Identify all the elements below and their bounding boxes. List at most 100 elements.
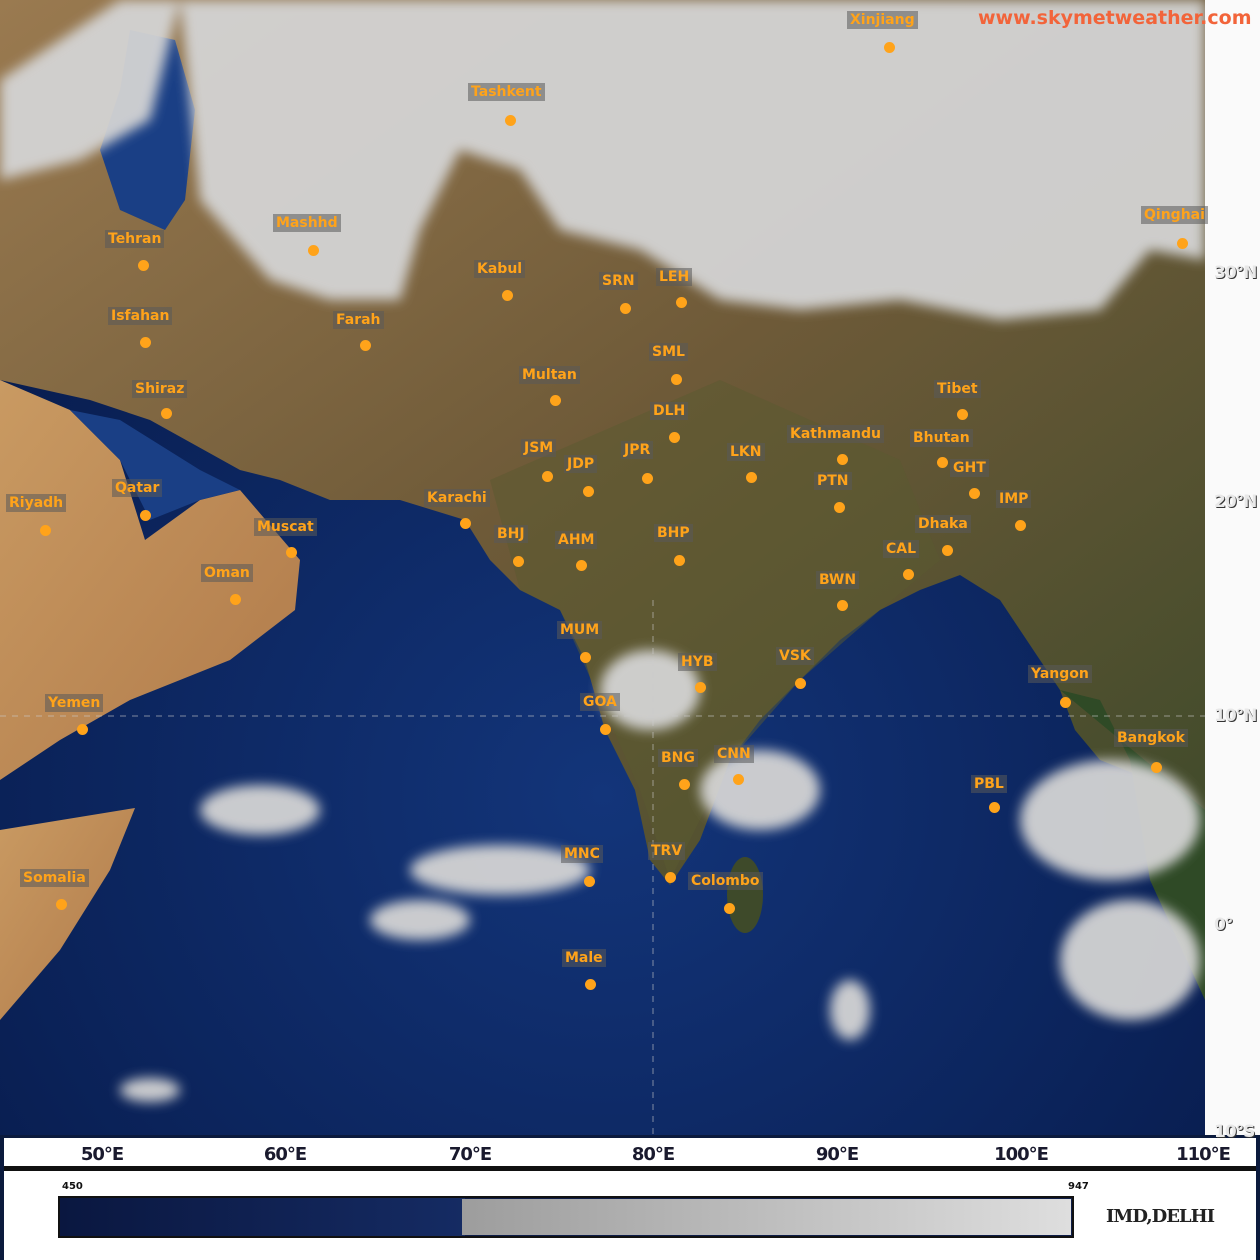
city-dot-icon: [724, 903, 735, 914]
city-label: Yemen: [45, 694, 104, 712]
city-label: Tibet: [934, 380, 981, 398]
city-label: Somalia: [20, 869, 89, 887]
city-label: BHJ: [494, 525, 528, 543]
city-dot-icon: [837, 454, 848, 465]
city-dot-icon: [1151, 762, 1162, 773]
city-label: BWN: [816, 571, 860, 589]
legend-color-bar: [58, 1196, 1074, 1238]
city-label: TRV: [648, 842, 686, 860]
city-label: Dhaka: [915, 515, 971, 533]
city-dot-icon: [1060, 697, 1071, 708]
city-label: Bhutan: [910, 429, 973, 447]
latitude-label: 10°S: [1214, 1122, 1255, 1142]
city-dot-icon: [642, 473, 653, 484]
city-label: Farah: [333, 311, 384, 329]
longitude-label: 90°E: [815, 1144, 859, 1165]
city-label: IMP: [996, 490, 1032, 508]
city-label: Mashhd: [273, 214, 341, 232]
city-dot-icon: [746, 472, 757, 483]
city-dot-icon: [140, 337, 151, 348]
city-label: Bangkok: [1114, 729, 1188, 747]
longitude-label: 80°E: [631, 1144, 675, 1165]
credit-label: IMD,DELHI: [1106, 1206, 1215, 1227]
city-label: LEH: [656, 268, 693, 286]
city-dot-icon: [585, 979, 596, 990]
longitude-label: 60°E: [263, 1144, 307, 1165]
city-dot-icon: [360, 340, 371, 351]
city-dot-icon: [942, 545, 953, 556]
city-dot-icon: [230, 594, 241, 605]
city-dot-icon: [1015, 520, 1026, 531]
city-label: Qinghai: [1141, 206, 1208, 224]
city-dot-icon: [903, 569, 914, 580]
city-label: JSM: [521, 439, 557, 457]
city-dot-icon: [969, 488, 980, 499]
city-dot-icon: [957, 409, 968, 420]
city-label: PTN: [814, 472, 852, 490]
cloud-cover: [0, 0, 1205, 1102]
city-dot-icon: [286, 547, 297, 558]
city-label: CAL: [883, 540, 920, 558]
city-label: CNN: [714, 745, 754, 763]
city-dot-icon: [665, 872, 676, 883]
landmass-somalia: [0, 808, 135, 1020]
city-label: Kathmandu: [787, 425, 884, 443]
city-label: GHT: [950, 459, 989, 477]
longitude-label: 50°E: [80, 1144, 124, 1165]
city-dot-icon: [580, 652, 591, 663]
city-dot-icon: [138, 260, 149, 271]
legend-max-label: 947: [1068, 1181, 1089, 1192]
city-dot-icon: [884, 42, 895, 53]
latitude-label: 10°N: [1214, 706, 1257, 726]
city-dot-icon: [834, 502, 845, 513]
city-dot-icon: [669, 432, 680, 443]
city-dot-icon: [308, 245, 319, 256]
longitude-label: 110°E: [1176, 1144, 1231, 1165]
longitude-label: 70°E: [448, 1144, 492, 1165]
landmass-arabia: [0, 380, 300, 780]
city-dot-icon: [795, 678, 806, 689]
city-label: Tehran: [105, 230, 165, 248]
watermark: www.skymetweather.com: [978, 7, 1252, 29]
gridlines: [0, 600, 1205, 1135]
longitude-axis: 50°E 60°E 70°E 80°E 90°E 100°E 110°E: [4, 1138, 1256, 1171]
city-dot-icon: [620, 303, 631, 314]
latitude-label: 30°N: [1214, 263, 1257, 283]
city-label: Isfahan: [108, 307, 173, 325]
city-label: HYB: [678, 653, 717, 671]
india-green: [490, 380, 940, 880]
city-label: BNG: [658, 749, 698, 767]
city-dot-icon: [583, 486, 594, 497]
city-label: JPR: [621, 441, 654, 459]
legend-min-label: 450: [62, 1181, 83, 1192]
city-dot-icon: [502, 290, 513, 301]
city-dot-icon: [140, 510, 151, 521]
city-dot-icon: [460, 518, 471, 529]
city-dot-icon: [674, 555, 685, 566]
city-dot-icon: [1177, 238, 1188, 249]
persian-gulf: [70, 410, 240, 520]
city-label: Qatar: [112, 479, 163, 497]
city-label: Tashkent: [468, 83, 545, 101]
city-label: Yangon: [1028, 665, 1092, 683]
city-dot-icon: [679, 779, 690, 790]
city-dot-icon: [695, 682, 706, 693]
latitude-label: 20°N: [1214, 492, 1257, 512]
city-label: VSK: [776, 647, 814, 665]
city-label: Karachi: [424, 489, 490, 507]
map-frame-right: [1205, 0, 1260, 1135]
city-label: JDP: [564, 455, 598, 473]
city-label: DLH: [650, 402, 689, 420]
city-dot-icon: [77, 724, 88, 735]
city-dot-icon: [676, 297, 687, 308]
city-dot-icon: [584, 876, 595, 887]
city-label: Xinjiang: [847, 11, 918, 29]
sri-lanka: [727, 857, 763, 933]
city-dot-icon: [56, 899, 67, 910]
city-label: Multan: [519, 366, 580, 384]
city-dot-icon: [513, 556, 524, 567]
latitude-label: 0°: [1214, 915, 1233, 935]
city-label: Colombo: [688, 872, 763, 890]
city-label: GOA: [580, 693, 620, 711]
city-label: SML: [649, 343, 688, 361]
